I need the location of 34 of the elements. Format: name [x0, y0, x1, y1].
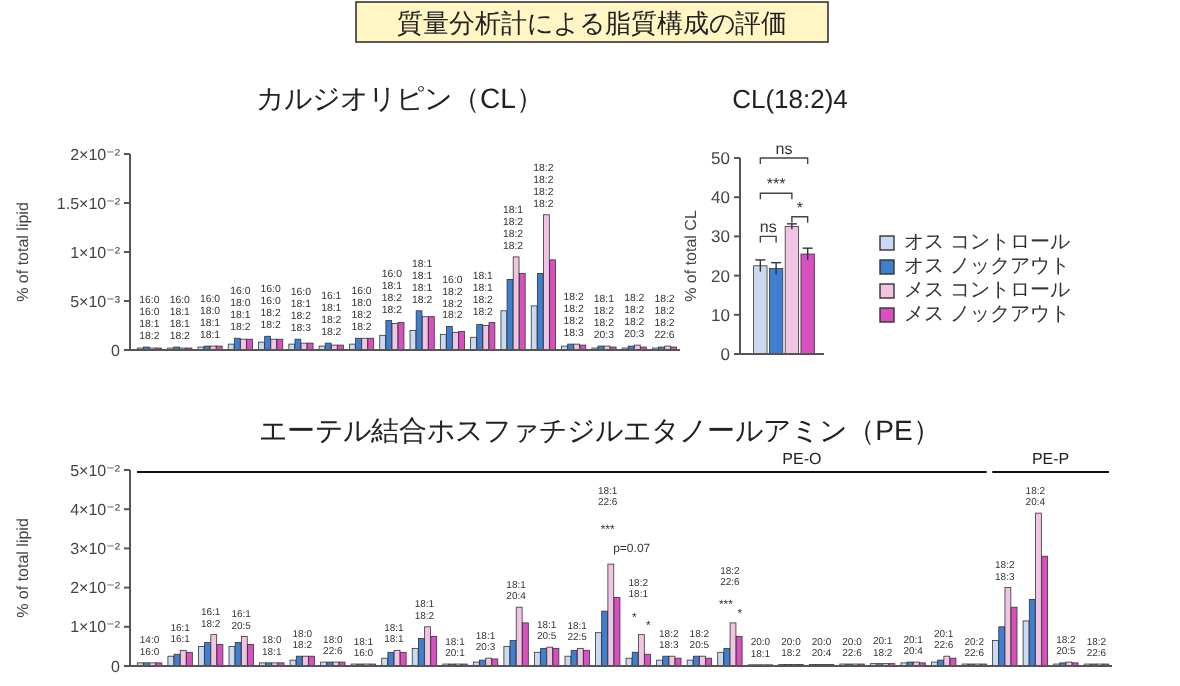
y-tick-label: 5×10⁻² — [70, 461, 121, 480]
y-tick-label: 0 — [111, 657, 122, 676]
y-axis-title: % of total CL — [682, 209, 700, 302]
y-tick-label: 2×10⁻² — [70, 145, 121, 164]
y-axis-title: % of total lipid — [14, 518, 32, 618]
legend-label: メス ノックアウト — [904, 304, 1070, 326]
y-tick-label: 3×10⁻² — [70, 540, 121, 558]
y-axis-title: % of total lipid — [14, 202, 32, 302]
legend-label: メス コントロール — [904, 280, 1070, 302]
y-tick-label: 10 — [711, 304, 731, 325]
chart-title: CL(18:2)4 — [732, 84, 848, 114]
annotation: * — [796, 198, 803, 217]
y-tick-label: 40 — [711, 187, 731, 208]
y-tick-label: 20 — [711, 265, 731, 286]
legend-label: オス コントロール — [904, 232, 1070, 254]
y-tick-label: 5×10⁻³ — [70, 292, 121, 311]
y-tick-label: 1×10⁻² — [70, 243, 121, 262]
y-tick-label: 1.5×10⁻² — [56, 194, 121, 213]
y-tick-label: 30 — [711, 226, 731, 247]
chart-title: エーテル結合ホスファチジルエタノールアミン（PE） — [259, 414, 941, 446]
chart-title: 質量分析計による脂質構成の評価 — [397, 8, 787, 38]
chart-subtitle: カルジオリピン（CL） — [256, 82, 544, 114]
y-tick-label: 0 — [111, 341, 122, 360]
text: PE-O — [782, 450, 822, 468]
annotation: ns — [775, 140, 793, 158]
annotation: *** — [766, 175, 786, 194]
text: PE-P — [1031, 450, 1070, 468]
y-tick-label: 50 — [711, 147, 731, 168]
legend-label: オス ノックアウト — [904, 256, 1070, 278]
annotation: ns — [759, 218, 777, 237]
y-tick-label: 1×10⁻² — [70, 618, 121, 637]
y-tick-label: 2×10⁻² — [70, 579, 121, 598]
y-tick-label: 4×10⁻² — [70, 500, 121, 519]
y-tick-label: 0 — [720, 343, 731, 364]
